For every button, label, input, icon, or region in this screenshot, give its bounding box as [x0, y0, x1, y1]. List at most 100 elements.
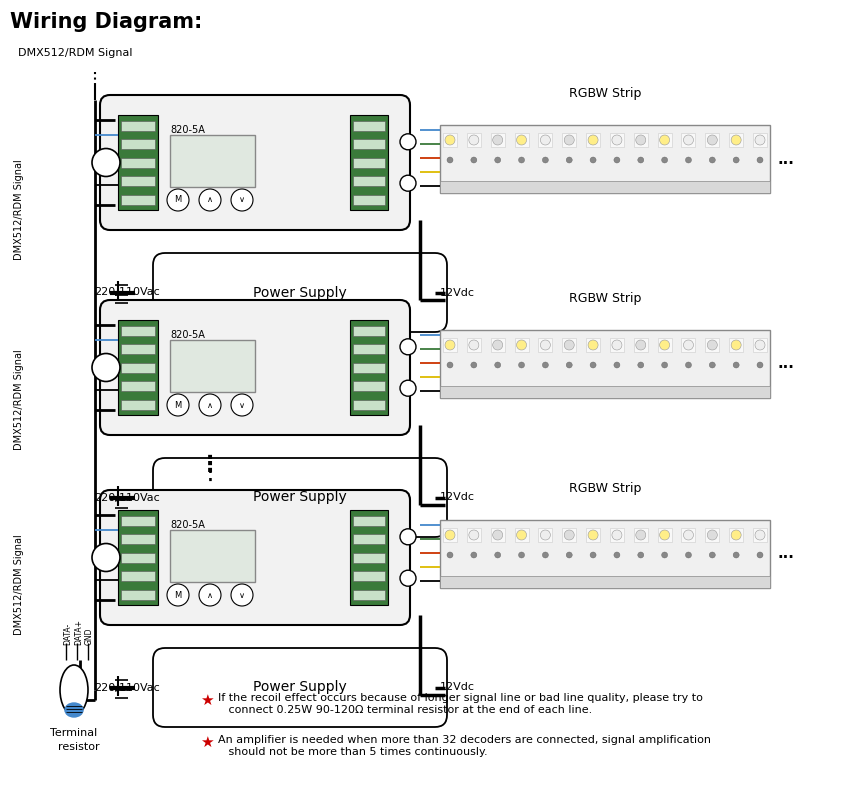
Text: ...: ...	[777, 152, 794, 167]
Bar	[442, 528, 457, 542]
Bar	[633, 528, 647, 542]
Circle shape	[730, 530, 740, 540]
Circle shape	[730, 135, 740, 145]
Circle shape	[587, 530, 597, 540]
Bar	[121, 516, 155, 526]
Circle shape	[492, 135, 502, 145]
Bar	[609, 338, 623, 352]
Circle shape	[518, 362, 524, 368]
Circle shape	[587, 340, 597, 350]
Bar	[118, 510, 158, 605]
Text: 12Vdc: 12Vdc	[440, 683, 475, 692]
Bar	[353, 534, 384, 545]
Circle shape	[733, 157, 739, 163]
Bar	[705, 528, 718, 542]
Circle shape	[709, 157, 715, 163]
Text: ∨: ∨	[239, 590, 245, 600]
Text: DATA+: DATA+	[74, 619, 83, 645]
Text: resistor: resistor	[58, 742, 100, 752]
Bar	[349, 320, 388, 415]
Circle shape	[756, 157, 762, 163]
Circle shape	[494, 157, 500, 163]
Circle shape	[611, 135, 621, 145]
Bar	[752, 338, 766, 352]
Circle shape	[635, 340, 645, 350]
Text: ∨: ∨	[239, 400, 245, 410]
Circle shape	[469, 530, 478, 540]
Bar	[353, 121, 384, 131]
Bar	[728, 338, 742, 352]
Circle shape	[400, 380, 416, 396]
Circle shape	[635, 135, 645, 145]
Circle shape	[661, 362, 667, 368]
Circle shape	[400, 175, 416, 191]
Circle shape	[754, 135, 764, 145]
Bar	[121, 140, 155, 149]
Circle shape	[231, 189, 253, 211]
Text: If the recoil effect occurs because of longer signal line or bad line quality, p: If the recoil effect occurs because of l…	[218, 693, 702, 715]
Circle shape	[587, 135, 597, 145]
Circle shape	[611, 530, 621, 540]
Bar	[514, 528, 528, 542]
Bar	[121, 589, 155, 600]
Circle shape	[566, 157, 572, 163]
Bar	[514, 133, 528, 147]
Circle shape	[542, 552, 548, 558]
Text: ∧: ∧	[207, 400, 213, 410]
Bar	[657, 338, 671, 352]
Ellipse shape	[60, 665, 88, 715]
Circle shape	[590, 157, 596, 163]
Circle shape	[492, 530, 502, 540]
Circle shape	[400, 529, 416, 545]
Circle shape	[540, 340, 550, 350]
Circle shape	[613, 362, 619, 368]
Circle shape	[563, 340, 573, 350]
Circle shape	[400, 338, 416, 354]
Bar	[170, 530, 255, 582]
Circle shape	[542, 362, 548, 368]
Bar	[681, 528, 694, 542]
Circle shape	[682, 530, 693, 540]
Bar	[170, 340, 255, 392]
Circle shape	[518, 552, 524, 558]
Bar	[585, 528, 599, 542]
Text: 820-5A: 820-5A	[170, 330, 204, 340]
Circle shape	[446, 157, 452, 163]
Text: ⋮: ⋮	[198, 460, 222, 484]
Circle shape	[706, 340, 717, 350]
Text: Power Supply: Power Supply	[253, 491, 347, 504]
Bar	[514, 338, 528, 352]
Text: 220/110Vac: 220/110Vac	[94, 287, 160, 298]
Text: 820-5A: 820-5A	[170, 520, 204, 530]
Circle shape	[199, 394, 221, 416]
Bar	[442, 338, 457, 352]
Circle shape	[167, 584, 189, 606]
Bar	[538, 528, 552, 542]
Bar	[121, 176, 155, 186]
Bar	[466, 528, 481, 542]
Circle shape	[659, 530, 669, 540]
FancyBboxPatch shape	[100, 490, 410, 625]
Text: 12Vdc: 12Vdc	[440, 287, 475, 298]
Text: DMX512/RDM Signal: DMX512/RDM Signal	[14, 350, 24, 451]
Bar	[353, 140, 384, 149]
Circle shape	[566, 362, 572, 368]
Bar	[538, 133, 552, 147]
Circle shape	[613, 552, 619, 558]
Circle shape	[518, 157, 524, 163]
Circle shape	[733, 362, 739, 368]
Circle shape	[446, 552, 452, 558]
Text: Terminal: Terminal	[50, 728, 97, 738]
Bar	[538, 338, 552, 352]
Circle shape	[754, 340, 764, 350]
Circle shape	[494, 362, 500, 368]
Circle shape	[682, 340, 693, 350]
Bar	[353, 589, 384, 600]
Text: ⋮: ⋮	[199, 455, 221, 475]
Bar	[353, 176, 384, 186]
Circle shape	[730, 340, 740, 350]
Circle shape	[492, 340, 502, 350]
FancyBboxPatch shape	[153, 648, 446, 727]
Circle shape	[540, 135, 550, 145]
Bar	[752, 528, 766, 542]
